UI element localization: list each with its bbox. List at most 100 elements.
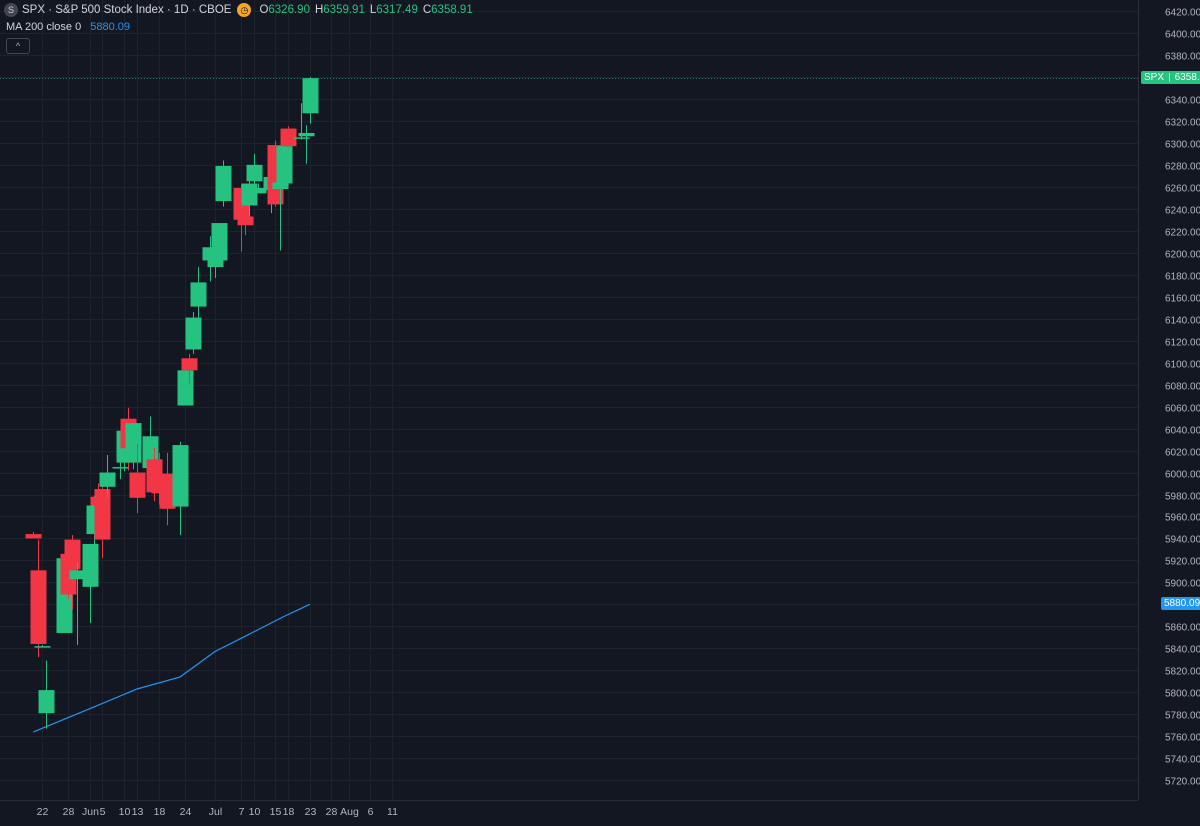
candle-body bbox=[146, 459, 163, 493]
candle-body bbox=[177, 370, 194, 406]
time-tick-label: 10 bbox=[119, 806, 131, 818]
candle-body bbox=[112, 467, 129, 469]
time-tick-label: 7 bbox=[239, 806, 245, 818]
time-tick-label: 5 bbox=[100, 806, 106, 818]
candle-body bbox=[82, 543, 99, 587]
price-tick-label: 6380.00 bbox=[1165, 52, 1200, 63]
time-tick-label: Jun bbox=[82, 806, 99, 818]
price-tick-label: 6100.00 bbox=[1165, 360, 1200, 371]
time-tick-label: 15 bbox=[270, 806, 282, 818]
ohlc-close-value: 6358.91 bbox=[431, 4, 473, 16]
candle-body bbox=[190, 282, 207, 307]
candle-body bbox=[246, 164, 263, 182]
chart-grid bbox=[0, 0, 1138, 800]
candle-body bbox=[159, 473, 176, 509]
ma-line-layer bbox=[33, 603, 311, 733]
collapse-legend-button[interactable]: ^ bbox=[6, 38, 30, 54]
price-tick-label: 6020.00 bbox=[1165, 448, 1200, 459]
price-tick-label: 6120.00 bbox=[1165, 338, 1200, 349]
price-tick-label: 6000.00 bbox=[1165, 470, 1200, 481]
symbol-title[interactable]: SPX · S&P 500 Stock Index · 1D · CBOE bbox=[22, 4, 232, 16]
candle-body bbox=[69, 570, 86, 580]
price-tick-label: 6160.00 bbox=[1165, 294, 1200, 305]
time-axis[interactable]: 22 28 Jun 5 10 13 18 24 Jul 7 10 15 18 23 28 Aug 6 11 bbox=[0, 800, 1138, 819]
candle-body bbox=[125, 423, 142, 463]
ma-legend-value: 5880.09 bbox=[90, 21, 131, 33]
candle-body bbox=[215, 165, 232, 202]
time-tick-label: Aug bbox=[340, 806, 359, 818]
price-tick-label: 5940.00 bbox=[1165, 535, 1200, 546]
time-tick-label: 13 bbox=[132, 806, 144, 818]
time-tick-label: 6 bbox=[368, 806, 374, 818]
price-tick-label: 6240.00 bbox=[1165, 206, 1200, 217]
candle-body bbox=[272, 182, 289, 190]
candle-body bbox=[94, 489, 111, 540]
price-tick-label: 6180.00 bbox=[1165, 272, 1200, 283]
candle-body bbox=[99, 472, 116, 487]
time-tick-label: 18 bbox=[283, 806, 295, 818]
ma-value-badge: 5880.09 bbox=[1161, 597, 1200, 611]
market-clock-icon[interactable]: ◷ bbox=[237, 3, 252, 17]
price-tick-label: 5760.00 bbox=[1165, 733, 1200, 744]
ohlc-open-value: 6326.90 bbox=[268, 4, 310, 16]
price-tick-label: 6060.00 bbox=[1165, 404, 1200, 415]
candle-body bbox=[293, 137, 310, 139]
price-tick-label: 5720.00 bbox=[1165, 777, 1200, 788]
candle-body bbox=[129, 472, 146, 498]
ma-legend[interactable]: MA 200 close 0 5880.09 bbox=[6, 21, 130, 33]
ohlc-low-value: 6317.49 bbox=[376, 4, 418, 16]
price-tick-label: 6340.00 bbox=[1165, 96, 1200, 107]
candle-body bbox=[25, 534, 42, 539]
price-tick-label: 5920.00 bbox=[1165, 557, 1200, 568]
price-tick-label: 6040.00 bbox=[1165, 426, 1200, 437]
candle-body bbox=[280, 128, 297, 147]
price-tick-label: 5960.00 bbox=[1165, 513, 1200, 524]
ohlc-close-key: C bbox=[422, 4, 432, 16]
candle-body bbox=[211, 223, 228, 261]
last-price-value: 6358.91 bbox=[1174, 72, 1200, 84]
candle-body bbox=[172, 445, 189, 507]
candle-body bbox=[34, 646, 51, 648]
time-tick-label: 22 bbox=[37, 806, 49, 818]
candle-body bbox=[38, 690, 55, 714]
candle-body bbox=[276, 146, 293, 184]
ohlc-low-key: L bbox=[369, 4, 377, 16]
ohlc-high-value: 6359.91 bbox=[323, 4, 365, 16]
price-tick-label: 5900.00 bbox=[1165, 579, 1200, 590]
last-price-badge: SPX 6358.91 bbox=[1141, 71, 1200, 85]
time-tick-label: 10 bbox=[249, 806, 261, 818]
price-tick-label: 6260.00 bbox=[1165, 184, 1200, 195]
last-price-symbol: SPX bbox=[1144, 72, 1165, 84]
candle-body bbox=[30, 570, 47, 644]
candle-body bbox=[241, 183, 258, 206]
candle-body bbox=[298, 132, 315, 137]
price-axis-background bbox=[1138, 0, 1200, 826]
candle-body bbox=[64, 539, 81, 570]
time-tick-label: Jul bbox=[209, 806, 222, 818]
symbol-legend: S SPX · S&P 500 Stock Index · 1D · CBOE … bbox=[4, 3, 478, 17]
price-tick-label: 6140.00 bbox=[1165, 316, 1200, 327]
price-axis[interactable]: 6420.006400.006380.006360.006340.006320.… bbox=[1138, 0, 1200, 826]
price-tick-label: 6400.00 bbox=[1165, 30, 1200, 41]
price-tick-label: 5800.00 bbox=[1165, 689, 1200, 700]
ma-line bbox=[33, 603, 311, 733]
price-tick-label: 5980.00 bbox=[1165, 492, 1200, 503]
time-tick-label: 28 bbox=[326, 806, 338, 818]
price-tick-label: 5740.00 bbox=[1165, 755, 1200, 766]
price-tick-label: 6080.00 bbox=[1165, 382, 1200, 393]
price-tick-label: 6220.00 bbox=[1165, 228, 1200, 239]
time-tick-label: 18 bbox=[154, 806, 166, 818]
chevron-up-icon: ^ bbox=[15, 41, 21, 51]
symbol-logo-icon: S bbox=[4, 3, 18, 17]
time-tick-label: 24 bbox=[180, 806, 192, 818]
time-tick-label: 11 bbox=[387, 806, 398, 818]
candle-body bbox=[237, 216, 254, 226]
candle-body bbox=[181, 358, 198, 371]
price-tick-label: 6280.00 bbox=[1165, 162, 1200, 173]
price-tick-label: 6320.00 bbox=[1165, 118, 1200, 129]
price-tick-label: 6420.00 bbox=[1165, 8, 1200, 19]
candle-body bbox=[185, 317, 202, 350]
candle-body bbox=[302, 78, 319, 114]
ohlc-high-key: H bbox=[314, 4, 324, 16]
